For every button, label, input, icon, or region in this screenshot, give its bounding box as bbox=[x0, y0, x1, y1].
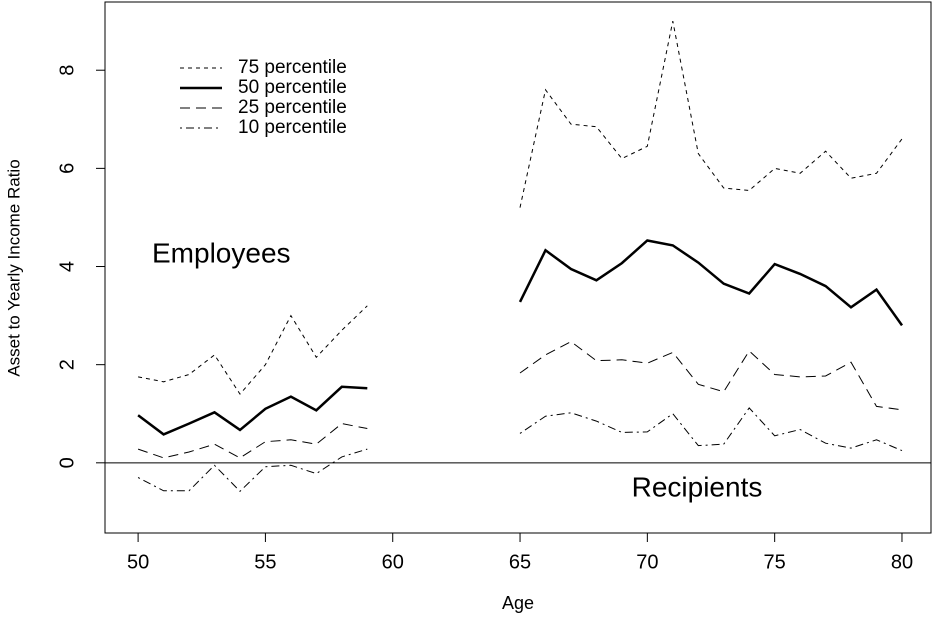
x-axis-title: Age bbox=[502, 593, 534, 613]
plot-frame bbox=[104, 1, 932, 534]
annotation: Recipients bbox=[632, 471, 763, 502]
annotation: Employees bbox=[152, 237, 291, 268]
x-tick-label: 55 bbox=[254, 551, 276, 573]
y-tick-label: 0 bbox=[56, 457, 78, 468]
legend-label: 50 percentile bbox=[238, 77, 347, 98]
x-tick-label: 70 bbox=[636, 551, 658, 573]
legend-label: 25 percentile bbox=[238, 97, 347, 118]
x-tick-label: 80 bbox=[891, 551, 913, 573]
series-line bbox=[518, 239, 904, 327]
x-tick-label: 60 bbox=[382, 551, 404, 573]
series-line bbox=[138, 305, 368, 395]
series-line bbox=[137, 385, 368, 436]
y-axis-title: Asset to Yearly Income Ratio bbox=[4, 159, 23, 376]
y-tick-label: 8 bbox=[56, 65, 78, 76]
y-tick-label: 4 bbox=[56, 261, 78, 272]
y-tick-label: 2 bbox=[56, 359, 78, 370]
y-tick-label: 6 bbox=[56, 163, 78, 174]
x-tick-label: 50 bbox=[127, 551, 149, 573]
series-line bbox=[519, 407, 903, 452]
x-tick-label: 75 bbox=[764, 551, 786, 573]
series-line bbox=[137, 448, 368, 493]
legend-label: 75 percentile bbox=[238, 57, 347, 78]
series-line bbox=[519, 21, 903, 208]
series-line bbox=[137, 423, 368, 459]
series-line bbox=[519, 341, 903, 411]
legend-label: 10 percentile bbox=[238, 117, 347, 138]
x-tick-label: 65 bbox=[509, 551, 531, 573]
